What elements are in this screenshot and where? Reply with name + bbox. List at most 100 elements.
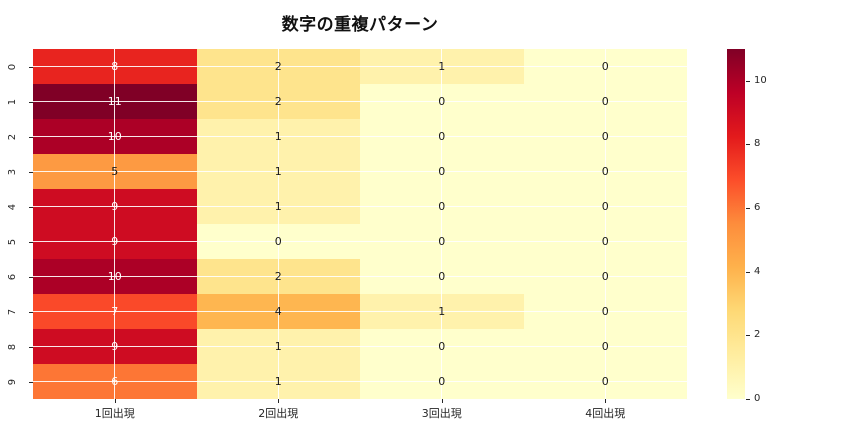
colorbar-tick-mark [746,399,750,400]
gridline-vertical [114,49,116,399]
cell-annotation: 0 [601,375,609,388]
cell-annotation: 5 [111,165,119,178]
colorbar-tick-label: 10 [754,74,767,86]
x-axis: 1回出現 2回出現 3回出現 4回出現 [33,399,687,425]
cell-annotation: 6 [111,375,119,388]
chart-title: 数字の重複パターン [281,15,439,35]
cell-annotation: 0 [601,165,609,178]
gridline-horizontal [33,170,687,173]
cell-annotation: 0 [274,235,282,248]
cell-annotation: 0 [601,200,609,213]
y-axis: 0 1 2 3 4 5 6 7 8 9 [0,49,33,399]
y-tick-label: 6 [6,273,18,280]
cell-annotation: 0 [601,95,609,108]
colorbar-tick-mark [746,271,750,273]
colorbar-tick-label: 2 [754,329,761,341]
cell-annotation: 10 [107,270,122,283]
x-tick-mark [605,399,607,403]
y-tick-mark [28,381,33,383]
y-tick-mark [28,66,33,68]
y-tick-label: 7 [6,308,18,315]
gridline-horizontal [33,100,687,103]
y-tick-label: 8 [6,343,18,350]
gridline-horizontal [33,135,687,138]
x-tick-label: 1回出現 [94,407,135,420]
cell-annotation: 0 [438,340,446,353]
x-tick-mark [114,399,116,403]
cell-annotation: 0 [601,130,609,143]
x-tick-mark [278,399,280,403]
y-tick-label: 0 [6,63,18,70]
cell-annotation: 0 [438,200,446,213]
cell-annotation: 2 [274,95,282,108]
x-tick-mark [441,399,443,403]
gridline-horizontal [33,65,687,68]
colorbar-tick-label: 8 [754,138,761,150]
y-tick-mark [28,101,33,103]
y-tick-mark [28,206,33,208]
y-tick-mark [28,136,33,138]
gridline-horizontal [33,205,687,208]
y-tick-mark [28,311,33,313]
cell-annotation: 0 [438,165,446,178]
cell-annotation: 0 [438,130,446,143]
cell-annotation: 4 [274,305,282,318]
cell-annotation: 0 [601,270,609,283]
cell-annotation: 0 [601,235,609,248]
cell-annotation: 11 [107,95,122,108]
cell-annotation: 9 [111,340,119,353]
y-tick-label: 5 [6,238,18,245]
y-tick-label: 4 [6,203,18,210]
colorbar-tick-label: 0 [754,393,761,404]
x-tick-label: 4回出現 [585,407,626,420]
colorbar-gradient [727,49,745,399]
gridline-horizontal [33,275,687,278]
cell-annotation: 1 [274,200,282,213]
cell-annotation: 2 [274,60,282,73]
cell-annotation: 1 [274,165,282,178]
y-tick-label: 9 [6,378,18,385]
heatmap-plot: 8 2 1 0 11 2 0 0 10 1 0 0 5 1 0 0 9 1 0 0 9 0 0 0 10 2 0 0 7 4 1 0 9 1 0 0 6… [33,49,687,399]
colorbar-tick-label: 6 [754,202,761,214]
colorbar-tick-mark [746,335,750,337]
colorbar-tick-mark [746,80,750,82]
cell-annotation: 1 [274,130,282,143]
gridline-horizontal [33,240,687,243]
cell-annotation: 0 [438,95,446,108]
gridline-horizontal [33,380,687,383]
cell-annotation: 9 [111,200,119,213]
y-tick-mark [28,346,33,348]
gridline-vertical [441,49,443,399]
y-tick-mark [28,241,33,243]
cell-annotation: 0 [601,305,609,318]
colorbar-tick-mark [746,208,750,210]
cell-annotation: 0 [438,235,446,248]
y-tick-mark [28,276,33,278]
cell-annotation: 0 [601,60,609,73]
y-tick-mark [28,171,33,173]
cell-annotation: 2 [274,270,282,283]
cell-annotation: 7 [111,305,119,318]
cell-annotation: 1 [274,375,282,388]
gridline-horizontal [33,345,687,348]
cell-annotation: 1 [438,60,446,73]
gridline-horizontal [33,310,687,313]
colorbar-tick-label: 4 [754,265,761,277]
cell-annotation: 0 [438,270,446,283]
gridline-vertical [277,49,279,399]
cell-annotation: 0 [438,375,446,388]
colorbar: 0 2 4 6 8 10 [727,49,767,404]
y-tick-label: 3 [6,168,18,175]
cell-annotation: 1 [438,305,446,318]
cell-annotation: 1 [274,340,282,353]
x-tick-label: 2回出現 [258,407,299,420]
cell-annotation: 9 [111,235,119,248]
y-tick-label: 2 [6,133,18,140]
cell-annotation: 8 [111,60,119,73]
cell-annotation: 0 [601,340,609,353]
cell-annotation: 10 [107,130,122,143]
x-tick-label: 3回出現 [421,407,462,420]
colorbar-tick-mark [746,144,750,146]
y-tick-label: 1 [6,98,18,105]
